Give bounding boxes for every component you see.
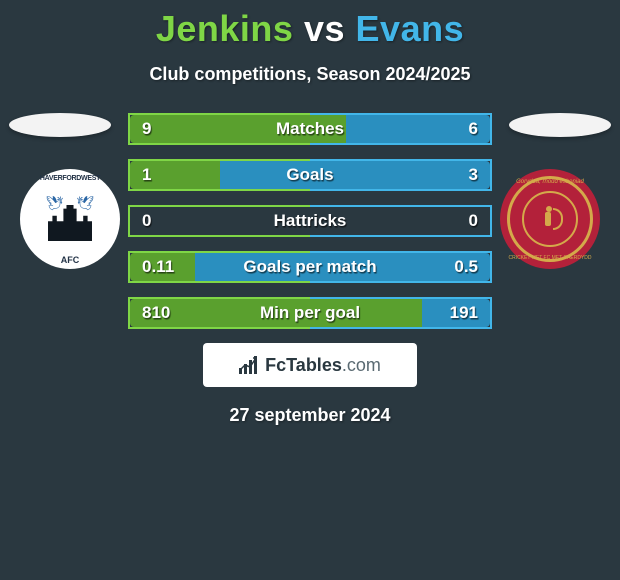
- stat-label: Min per goal: [130, 303, 490, 323]
- subtitle: Club competitions, Season 2024/2025: [0, 64, 620, 85]
- team1-crest-top-text: HAVERFORDWEST: [20, 175, 120, 182]
- vs-text: vs: [304, 8, 345, 49]
- content-area: HAVERFORDWEST 🕊 🕊 AFC Gorydda, rhodd esb…: [0, 113, 620, 329]
- comparison-title: Jenkins vs Evans: [0, 0, 620, 50]
- branding-badge[interactable]: FcTables.com: [203, 343, 417, 387]
- player1-name: Jenkins: [156, 8, 294, 49]
- stat-label: Matches: [130, 119, 490, 139]
- team2-crest: Gorydda, rhodd esboniad CRICKET MET FC M…: [500, 169, 600, 269]
- team2-crest-graphic: Gorydda, rhodd esboniad CRICKET MET FC M…: [500, 169, 600, 269]
- team1-crest-graphic: HAVERFORDWEST 🕊 🕊 AFC: [20, 169, 120, 269]
- team2-crest-top-text: Gorydda, rhodd esboniad: [500, 179, 600, 185]
- stat-label: Goals per match: [130, 257, 490, 277]
- team1-crest: HAVERFORDWEST 🕊 🕊 AFC: [20, 169, 120, 269]
- branding-text: FcTables.com: [265, 355, 381, 376]
- stat-row: 0.110.5Goals per match: [128, 251, 492, 283]
- bar-chart-icon: [239, 356, 261, 374]
- team2-crest-bottom-text: CRICKET MET FC MET CAERDYDD: [500, 255, 600, 261]
- bird-icon: 🕊: [46, 195, 64, 212]
- stat-row: 00Hattricks: [128, 205, 492, 237]
- trend-line-icon: [239, 356, 261, 374]
- archer-icon: [535, 204, 565, 234]
- player2-platform-ellipse: [509, 113, 611, 137]
- player1-platform-ellipse: [9, 113, 111, 137]
- stats-bars-container: 96Matches 13Goals 00Hattricks 0.110.5Goals …: [128, 113, 492, 329]
- player2-name: Evans: [356, 8, 465, 49]
- stat-label: Goals: [130, 165, 490, 185]
- stat-row: 13Goals: [128, 159, 492, 191]
- team1-crest-bottom-text: AFC: [20, 255, 120, 265]
- comparison-date: 27 september 2024: [0, 405, 620, 426]
- stat-row: 96Matches: [128, 113, 492, 145]
- bird-icon: 🕊: [76, 195, 94, 212]
- stat-row: 810191Min per goal: [128, 297, 492, 329]
- stat-label: Hattricks: [130, 211, 490, 231]
- team1-shield-icon: 🕊 🕊: [38, 187, 102, 251]
